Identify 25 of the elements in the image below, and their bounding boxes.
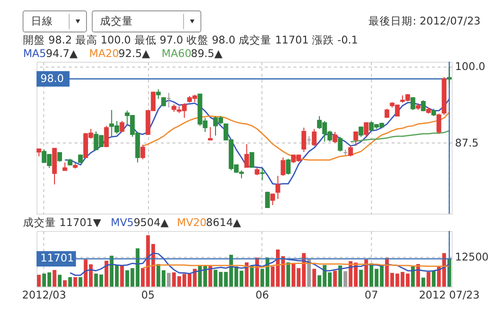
text: 9504▲ (134, 217, 170, 230)
text: 94.7▲ (46, 48, 78, 60)
text: 92.5▲ (118, 48, 151, 60)
x-tick-label: 2012/03 (22, 290, 66, 302)
ref-line-label: 11701 (40, 252, 74, 265)
y-tick-label: 100.0 (455, 61, 486, 74)
text: 成交量 (100, 14, 133, 28)
text: MV5 (110, 217, 134, 230)
text: MA20 (89, 48, 120, 60)
text: MA5 (23, 48, 46, 60)
text: 成交量 11701▼ (23, 216, 102, 230)
x-tick-label: 05 (141, 290, 155, 302)
text: 日線 (30, 15, 53, 28)
x-tick-label: 2012 07/23 (418, 290, 480, 302)
text: 最後日期: 2012/07/23 (368, 15, 481, 28)
x-tick-label: 07 (364, 290, 378, 302)
y-tick-label: 12500 (455, 251, 489, 264)
x-tick-label: 06 (256, 290, 270, 302)
y-tick-label: 87.5 (455, 137, 479, 150)
text: MV20 (176, 217, 207, 230)
text: 8614▲ (206, 217, 242, 230)
chart-subtitle: 開盤 98.2 最高 100.0 最低 97.0 收盤 98.0 成交量 11701 漲跌 -0.1 (23, 34, 358, 47)
ref-line-label: 98.0 (40, 72, 64, 85)
text: MA60 (162, 48, 192, 60)
text: 89.5▲ (190, 48, 224, 60)
